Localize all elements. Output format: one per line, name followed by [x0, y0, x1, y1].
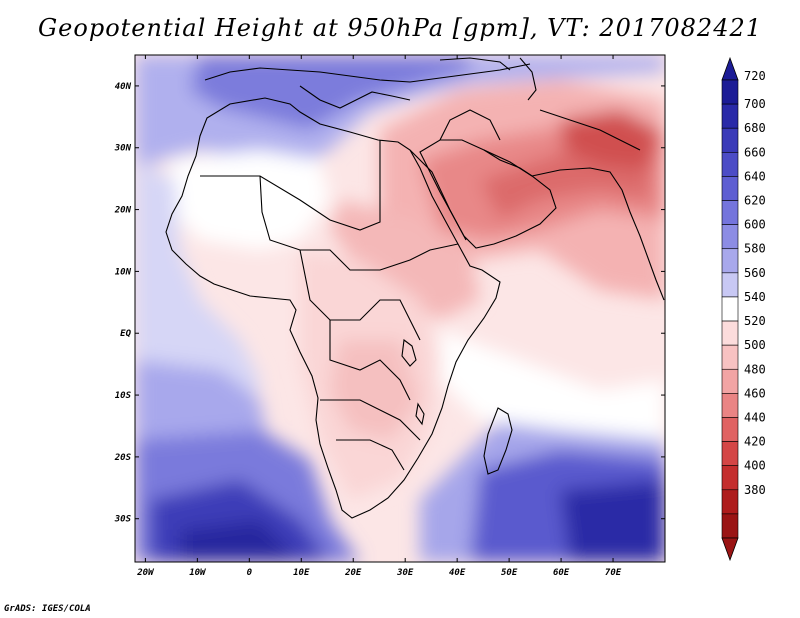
lon-label: 50E: [501, 568, 518, 578]
lat-label: EQ: [120, 329, 131, 339]
coastlines: [165, 57, 665, 519]
map-frame: [134, 54, 666, 563]
lon-label: 20E: [344, 568, 362, 578]
lon-label: 20W: [136, 568, 155, 578]
lon-label: 0: [247, 568, 253, 578]
colorbar-label: 600: [744, 218, 766, 232]
colorbar-segment: [721, 176, 739, 201]
latitude-axis: 40N 30N 20N 10N EQ 10S 20S 30S: [114, 82, 665, 525]
colorbar-segment: [721, 296, 739, 322]
colorbar-label: 540: [744, 290, 766, 304]
colorbar-segment: [721, 248, 739, 274]
lat-label: 30S: [114, 515, 132, 525]
colorbar-label: 720: [744, 69, 766, 83]
colorbar-label: 560: [744, 266, 766, 280]
lon-label: 10E: [293, 568, 310, 578]
colorbar-top-arrow: [721, 56, 739, 81]
colorbar-segment: [721, 272, 739, 298]
chart-title: Geopotential Height at 950hPa [gpm], VT:…: [38, 14, 762, 42]
lat-label: 10N: [115, 267, 132, 277]
colorbar-label: 420: [744, 435, 766, 449]
lon-label: 10W: [189, 568, 207, 578]
colorbar-segment: [721, 200, 739, 225]
colorbar-segment: [721, 393, 739, 418]
colorbar-label: 380: [744, 483, 766, 497]
colorbar-segment: [721, 368, 739, 394]
colorbar-segment: [721, 441, 739, 466]
colorbar-label: 620: [744, 194, 766, 208]
colorbar-label: 440: [744, 410, 766, 424]
grads-credit: GrADS: IGES/COLA: [4, 604, 91, 614]
lon-label: 40E: [449, 568, 466, 578]
colorbar-segment: [721, 320, 739, 346]
lat-label: 40N: [115, 82, 132, 92]
colorbar-segment: [721, 79, 739, 105]
lat-label: 20S: [114, 453, 132, 463]
colorbar-label: 580: [744, 242, 766, 256]
colorbar-label: 700: [744, 97, 766, 111]
lat-label: 10S: [115, 391, 132, 401]
colorbar-label: 500: [744, 338, 766, 352]
colorbar-segment: [721, 417, 739, 442]
lat-label: 30N: [114, 144, 132, 154]
colorbar-segment: [721, 489, 739, 515]
longitude-axis: 20W 10W 0 10E 20E 30E 40E 50E 60E 70E: [136, 55, 622, 578]
colorbar-label: 520: [744, 314, 766, 328]
lon-label: 30E: [396, 568, 414, 578]
lon-label: 70E: [605, 568, 622, 578]
colorbar-segment: [721, 344, 739, 370]
height-field: [135, 55, 665, 562]
colorbar-label: 480: [744, 362, 766, 376]
colorbar: 720 700 680 660 640 620 600 580 560 540 520 500 480 4…: [721, 56, 766, 562]
colorbar-segment: [721, 127, 739, 153]
colorbar-label: 460: [744, 386, 766, 400]
colorbar-bottom-arrow: [721, 537, 739, 562]
colorbar-segment: [721, 152, 739, 177]
colorbar-label: 680: [744, 121, 766, 135]
colorbar-segment: [721, 224, 739, 250]
colorbar-segment: [721, 465, 739, 491]
colorbar-segment: [721, 103, 739, 129]
lat-label: 20N: [114, 206, 132, 216]
colorbar-label: 640: [744, 169, 766, 183]
lon-label: 60E: [553, 568, 570, 578]
colorbar-label: 400: [744, 459, 766, 473]
colorbar-label: 660: [744, 145, 766, 159]
colorbar-segment: [721, 513, 739, 539]
